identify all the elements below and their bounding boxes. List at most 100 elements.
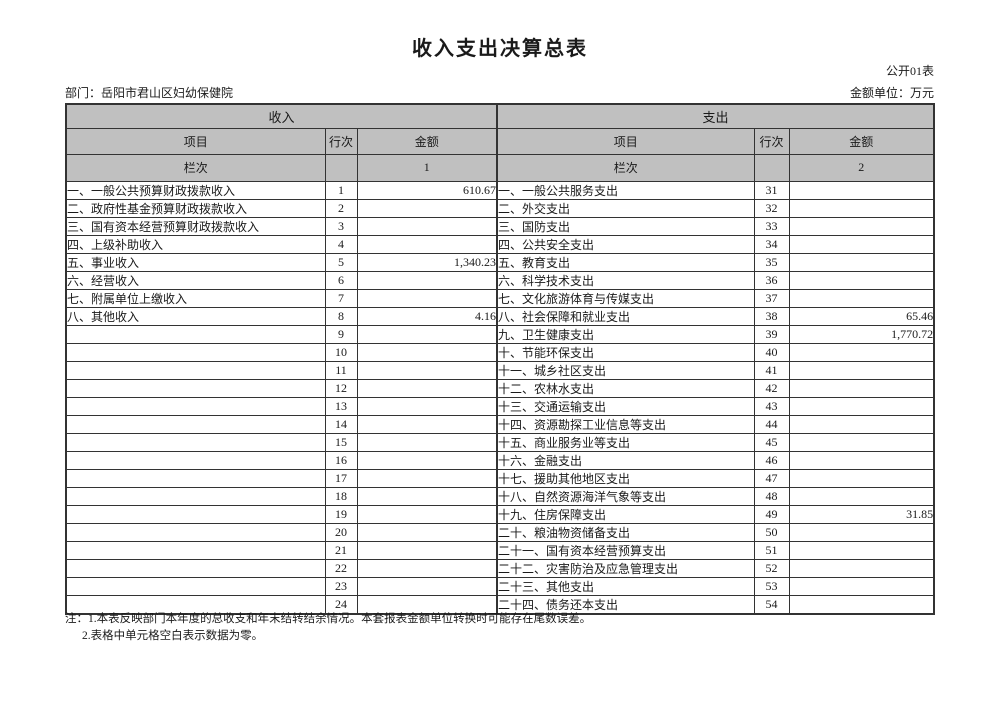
table-row: 六、经营收入 6 六、科学技术支出 36 [65,270,935,290]
table-row: 11 十一、城乡社区支出 41 [65,360,935,380]
expense-line-cell: 48 [753,486,790,506]
expense-amount-cell: 65.46 [788,306,935,326]
expense-amount-header: 金额 [788,127,935,155]
income-amount-cell [356,324,498,344]
table-row: 二、政府性基金预算财政拨款收入 2 二、外交支出 32 [65,198,935,218]
income-item-cell [65,522,326,542]
expense-amount-cell [788,522,935,542]
income-lanci-empty [324,153,358,182]
income-line-cell: 11 [324,360,358,380]
table-row: 23 二十三、其他支出 53 [65,576,935,596]
income-amount-cell [356,540,498,560]
table-row: 17 十七、援助其他地区支出 47 [65,468,935,488]
expense-line-cell: 35 [753,252,790,272]
income-col-number: 1 [356,153,498,182]
expense-item-cell: 一、一般公共服务支出 [496,180,755,200]
income-line-cell: 12 [324,378,358,398]
table-row: 七、附属单位上缴收入 7 七、文化旅游体育与传媒支出 37 [65,288,935,308]
income-line-header: 行次 [324,127,358,155]
income-item-cell [65,396,326,416]
expense-line-cell: 49 [753,504,790,524]
income-line-cell: 8 [324,306,358,326]
expense-amount-cell [788,180,935,200]
income-line-cell: 2 [324,198,358,218]
department-label: 部门：岳阳市君山区妇幼保健院 [65,86,234,100]
income-item-cell [65,432,326,452]
expense-item-cell: 二、外交支出 [496,198,755,218]
income-section-header: 收入 [65,103,498,129]
expense-item-cell: 十一、城乡社区支出 [496,360,755,380]
table-row: 21 二十一、国有资本经营预算支出 51 [65,540,935,560]
income-amount-cell: 610.67 [356,180,498,200]
income-amount-cell [356,234,498,254]
income-item-cell: 六、经营收入 [65,270,326,290]
expense-item-cell: 二十一、国有资本经营预算支出 [496,540,755,560]
income-item-cell [65,486,326,506]
income-amount-cell [356,270,498,290]
expense-line-cell: 42 [753,378,790,398]
expense-item-header: 项目 [496,127,755,155]
expense-item-cell: 四、公共安全支出 [496,234,755,254]
expense-item-cell: 十七、援助其他地区支出 [496,468,755,488]
income-amount-cell [356,450,498,470]
expense-amount-cell [788,378,935,398]
expense-item-cell: 九、卫生健康支出 [496,324,755,344]
income-item-header: 项目 [65,127,326,155]
expense-lanci-label: 栏次 [496,153,755,182]
expense-line-cell: 40 [753,342,790,362]
expense-amount-cell [788,540,935,560]
income-amount-cell [356,558,498,578]
income-amount-cell [356,378,498,398]
income-amount-cell [356,504,498,524]
expense-item-cell: 十六、金融支出 [496,450,755,470]
income-amount-cell [356,432,498,452]
expense-item-cell: 七、文化旅游体育与传媒支出 [496,288,755,308]
income-line-cell: 10 [324,342,358,362]
income-amount-cell [356,468,498,488]
expense-amount-cell [788,450,935,470]
expense-amount-cell [788,270,935,290]
table-row: 一、一般公共预算财政拨款收入 1 610.67 一、一般公共服务支出 31 [65,180,935,200]
income-amount-cell [356,360,498,380]
expense-line-cell: 50 [753,522,790,542]
income-line-cell: 19 [324,504,358,524]
expense-amount-cell [788,342,935,362]
income-amount-cell: 4.16 [356,306,498,326]
income-lanci-label: 栏次 [65,153,326,182]
income-item-cell: 五、事业收入 [65,252,326,272]
income-item-cell [65,324,326,344]
budget-summary-table: 收入 支出 项目 行次 金额 项目 行次 金额 栏次 1 栏次 2 一、一般公共… [65,103,936,615]
expense-amount-cell: 1,770.72 [788,324,935,344]
table-row: 18 十八、自然资源海洋气象等支出 48 [65,486,935,506]
income-line-cell: 23 [324,576,358,596]
footnote-1: 注：1.本表反映部门本年度的总收支和年末结转结余情况。本套报表金额单位转换时可能… [65,613,592,625]
income-item-cell: 二、政府性基金预算财政拨款收入 [65,198,326,218]
expense-item-cell: 十八、自然资源海洋气象等支出 [496,486,755,506]
income-item-cell [65,504,326,524]
expense-line-cell: 52 [753,558,790,578]
income-item-cell [65,468,326,488]
income-line-cell: 22 [324,558,358,578]
expense-amount-cell [788,360,935,380]
income-amount-cell [356,522,498,542]
table-row: 19 十九、住房保障支出 49 31.85 [65,504,935,524]
income-amount-cell [356,288,498,308]
table-row: 八、其他收入 8 4.16 八、社会保障和就业支出 38 65.46 [65,306,935,326]
expense-line-cell: 51 [753,540,790,560]
income-item-cell [65,450,326,470]
expense-item-cell: 十九、住房保障支出 [496,504,755,524]
expense-item-cell: 二十三、其他支出 [496,576,755,596]
income-item-cell [65,576,326,596]
expense-item-cell: 十、节能环保支出 [496,342,755,362]
table-row: 15 十五、商业服务业等支出 45 [65,432,935,452]
expense-line-cell: 41 [753,360,790,380]
page-title: 收入支出决算总表 [412,38,588,60]
expense-line-cell: 46 [753,450,790,470]
expense-amount-cell [788,234,935,254]
income-line-cell: 15 [324,432,358,452]
table-body: 一、一般公共预算财政拨款收入 1 610.67 一、一般公共服务支出 31 二、政府性基金… [65,180,935,614]
expense-line-cell: 43 [753,396,790,416]
income-line-cell: 5 [324,252,358,272]
income-item-cell [65,414,326,434]
